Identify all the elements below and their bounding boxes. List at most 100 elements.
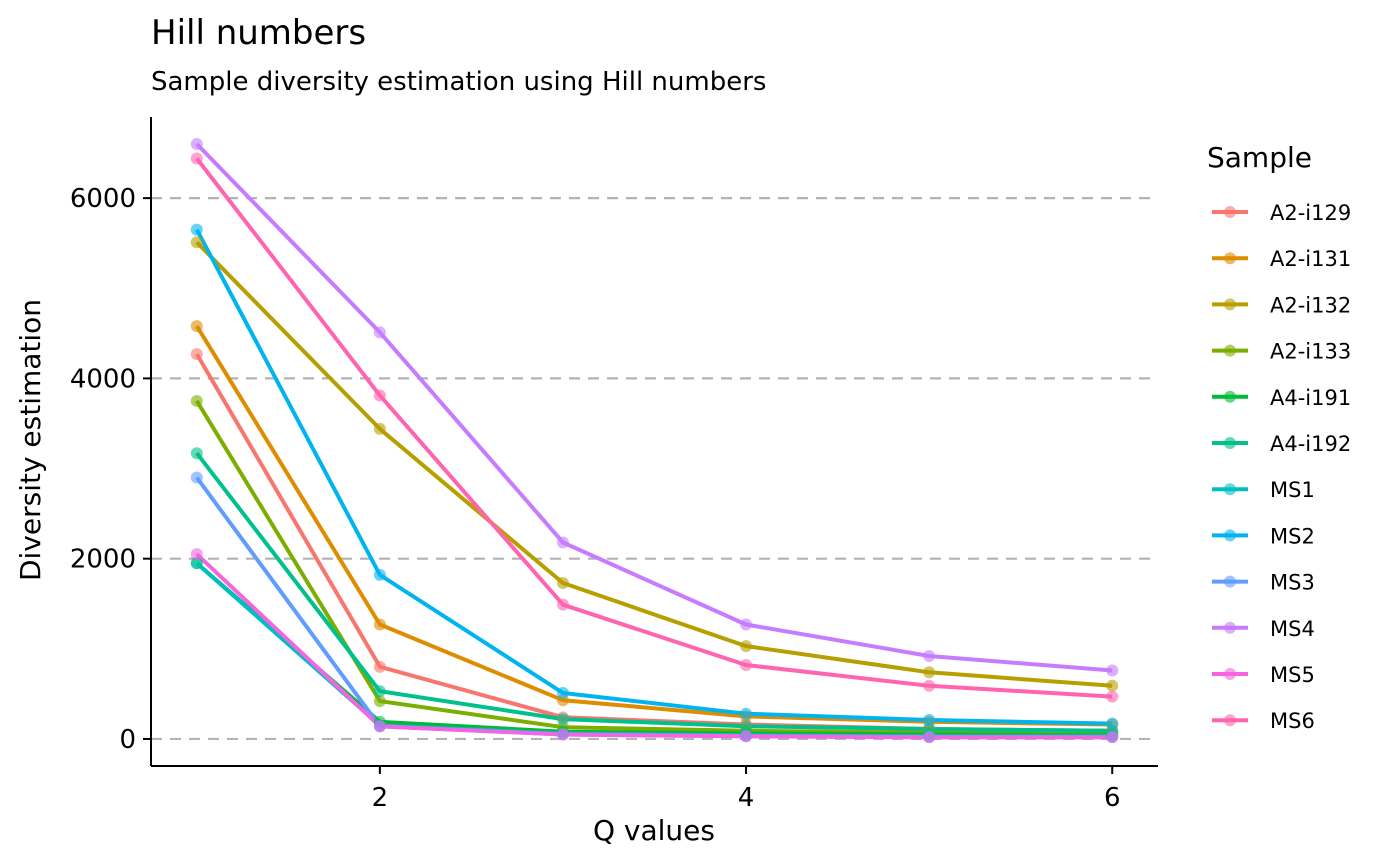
data-point-MS6-q4 xyxy=(740,659,753,672)
legend-item-A2-i133: A2-i133 xyxy=(1212,340,1351,364)
series-line-MS4 xyxy=(195,142,1113,673)
legend-key-point xyxy=(1224,714,1236,727)
x-axis-ticks: 2 4 6 xyxy=(372,766,1121,813)
series-line-MS5 xyxy=(195,552,1113,740)
data-point-MS5-q1 xyxy=(190,548,203,561)
legend-key-point xyxy=(1224,252,1236,265)
series-line-MS3 xyxy=(195,476,1113,740)
data-point-MS2-q5 xyxy=(923,714,936,727)
data-point-MS5-q3 xyxy=(556,728,569,741)
series-lines xyxy=(195,142,1113,740)
legend-item-A2-i131: A2-i131 xyxy=(1212,247,1351,271)
legend-key-point xyxy=(1224,437,1236,449)
data-point-A2-i132-q4 xyxy=(740,640,753,653)
y-axis-title: Diversity estimation xyxy=(14,299,47,581)
legend-item-A4-i192: A4-i192 xyxy=(1212,432,1351,456)
series-line-MS2 xyxy=(195,228,1113,726)
legend-label: A2-i132 xyxy=(1270,293,1351,317)
y-axis-ticks: 0 2000 4000 6000 xyxy=(70,184,151,755)
data-point-MS6-q2 xyxy=(373,389,386,402)
x-tick-label-2: 2 xyxy=(372,783,389,813)
data-point-A2-i132-q5 xyxy=(923,666,936,679)
data-point-MS2-q3 xyxy=(556,686,569,699)
data-point-A2-i129-q1 xyxy=(190,348,203,361)
data-point-A2-i131-q1 xyxy=(190,320,203,333)
y-tick-label-2000: 2000 xyxy=(70,545,136,575)
data-point-MS2-q4 xyxy=(740,707,753,720)
data-point-MS6-q1 xyxy=(190,152,203,165)
data-point-A2-i132-q2 xyxy=(373,422,386,435)
series-points xyxy=(190,138,1119,744)
data-point-A2-i129-q2 xyxy=(373,660,386,673)
data-point-MS5-q5 xyxy=(923,731,936,744)
series-line-A2-i132 xyxy=(195,240,1113,688)
legend-label: A2-i133 xyxy=(1270,340,1351,364)
y-tick-label-0: 0 xyxy=(119,725,136,755)
legend-label: A4-i191 xyxy=(1270,386,1351,410)
legend-item-MS2: MS2 xyxy=(1212,524,1315,548)
series-line-A4-i192 xyxy=(195,451,1113,733)
legend-label: MS4 xyxy=(1270,617,1315,641)
data-point-A2-i132-q3 xyxy=(556,577,569,590)
legend-item-MS6: MS6 xyxy=(1212,709,1315,733)
legend-key-point xyxy=(1224,390,1236,403)
data-point-MS2-q2 xyxy=(373,568,386,581)
legend-item-MS5: MS5 xyxy=(1212,663,1315,687)
legend-key-point xyxy=(1224,529,1236,542)
legend-key-point xyxy=(1224,621,1236,634)
legend-label: MS3 xyxy=(1270,571,1315,595)
legend-item-MS1: MS1 xyxy=(1212,478,1315,502)
data-point-A2-i133-q2 xyxy=(373,695,386,708)
data-point-A4-i192-q2 xyxy=(373,685,386,698)
legend-label: MS2 xyxy=(1270,524,1315,548)
legend-label: MS1 xyxy=(1270,478,1315,502)
legend-label: A4-i192 xyxy=(1270,432,1351,456)
data-point-MS1-q1 xyxy=(190,557,203,570)
data-point-MS4-q4 xyxy=(740,618,753,631)
legend-key-point xyxy=(1224,575,1236,588)
legend-label: A2-i131 xyxy=(1270,247,1351,271)
data-point-A2-i131-q2 xyxy=(373,618,386,631)
legend-label: MS5 xyxy=(1270,663,1315,687)
y-tick-label-6000: 6000 xyxy=(70,184,136,214)
data-point-MS3-q1 xyxy=(190,471,203,484)
data-point-MS4-q2 xyxy=(373,326,386,339)
legend-item-A2-i129: A2-i129 xyxy=(1212,201,1351,225)
legend-title: Sample xyxy=(1207,141,1312,174)
data-point-MS5-q4 xyxy=(740,730,753,743)
data-point-MS4-q5 xyxy=(923,650,936,663)
y-tick-label-4000: 4000 xyxy=(70,364,136,394)
legend-item-A4-i191: A4-i191 xyxy=(1212,386,1351,410)
legend-key-point xyxy=(1224,668,1236,680)
data-point-MS2-q1 xyxy=(190,223,203,236)
data-point-A2-i132-q1 xyxy=(190,236,203,249)
data-point-MS4-q1 xyxy=(190,138,203,151)
data-point-A2-i132-q6 xyxy=(1106,679,1119,692)
series-line-MS6 xyxy=(195,157,1113,699)
legend-label: MS6 xyxy=(1270,709,1315,733)
legend-key-point xyxy=(1224,298,1236,311)
axes xyxy=(150,117,1158,767)
data-point-MS6-q3 xyxy=(556,598,569,611)
chart-title: Hill numbers xyxy=(151,13,366,53)
legend-key-point xyxy=(1224,206,1236,218)
legend-item-MS3: MS3 xyxy=(1212,571,1315,595)
data-point-MS6-q6 xyxy=(1106,690,1119,703)
data-point-MS6-q5 xyxy=(923,679,936,692)
data-point-A4-i192-q1 xyxy=(190,447,203,460)
data-point-MS5-q6 xyxy=(1106,731,1119,744)
data-point-A4-i192-q3 xyxy=(556,713,569,726)
legend-item-MS4: MS4 xyxy=(1212,617,1315,641)
legend-label: A2-i129 xyxy=(1270,201,1351,225)
data-point-MS2-q6 xyxy=(1106,717,1119,730)
chart-subtitle: Sample diversity estimation using Hill n… xyxy=(151,67,766,97)
data-point-MS4-q3 xyxy=(556,536,569,549)
data-point-A2-i133-q1 xyxy=(190,394,203,407)
legend-key-point xyxy=(1224,344,1236,357)
data-point-MS4-q6 xyxy=(1106,664,1119,677)
data-point-MS5-q2 xyxy=(373,720,386,733)
x-tick-label-6: 6 xyxy=(1104,783,1121,813)
legend: A2-i129 A2-i131 A2-i132 A2-i133 A4-i191 A4-i1… xyxy=(1212,201,1351,733)
legend-key-point xyxy=(1224,483,1236,496)
